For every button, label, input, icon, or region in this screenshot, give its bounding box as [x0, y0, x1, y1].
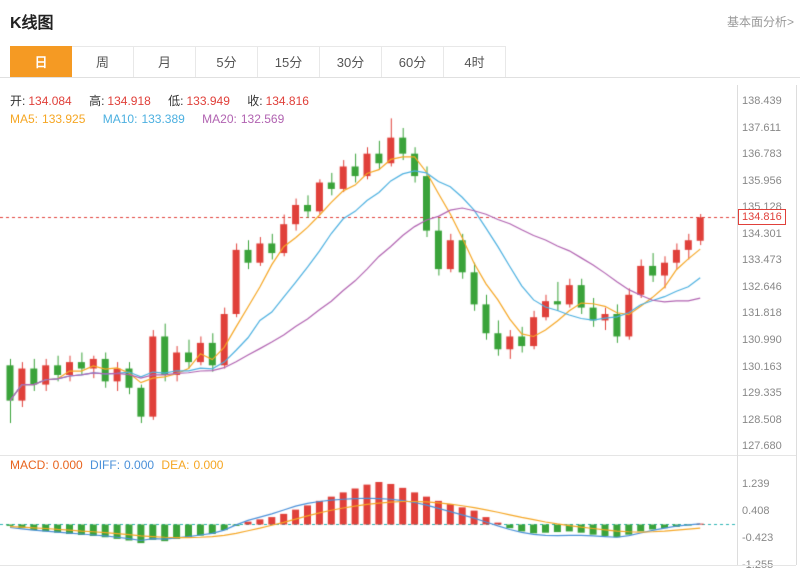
y-axis-tick: 137.611: [742, 121, 781, 134]
y-axis-tick: 130.163: [742, 360, 782, 373]
y-axis-tick: 134.301: [742, 227, 782, 240]
bottom-border: [0, 565, 796, 566]
tab-7[interactable]: 60分: [382, 46, 444, 77]
macd-label: MACD:: [10, 458, 49, 472]
tab-8[interactable]: 4时: [444, 46, 506, 77]
open-value: 134.084: [28, 94, 72, 108]
macd-info-row: MACD: 0.000 DIFF: 0.000 DEA: 0.000: [10, 458, 227, 472]
panel-divider: [0, 455, 796, 456]
y-axis-tick: 1.239: [742, 477, 770, 490]
tab-3[interactable]: 月: [134, 46, 196, 77]
ma20-value: 132.569: [240, 112, 285, 126]
tab-bar: 日周月 5分 15分 30分 60分 4时: [0, 46, 800, 78]
dea-value: 0.000: [193, 458, 224, 472]
y-axis-tick: 133.473: [742, 254, 782, 267]
y-axis-tick: 136.783: [742, 148, 782, 161]
ma5-value: 133.925: [42, 112, 86, 126]
high-label: 高:: [89, 94, 105, 108]
ohlc-info-row: 开: 134.084 高: 134.918 低: 133.949 收: 134.816: [10, 92, 323, 109]
tab-2[interactable]: 周: [72, 46, 134, 77]
macd-chart[interactable]: [0, 472, 737, 572]
y-axis-tick: 132.646: [742, 280, 782, 293]
y-axis-tick: -0.423: [742, 532, 774, 544]
ma10-label: MA10:: [102, 112, 138, 126]
y-axis-tick: 138.439: [742, 95, 782, 108]
fundamental-analysis-link[interactable]: 基本面分析>: [726, 15, 794, 29]
diff-label: DIFF:: [90, 458, 121, 472]
low-value: 133.949: [186, 94, 230, 108]
tab-1[interactable]: 日: [10, 46, 72, 77]
axis-border-right: [796, 85, 797, 565]
y-axis-tick: 131.818: [742, 307, 782, 320]
y-axis-tick: 130.990: [742, 333, 782, 346]
ma5-label: MA5:: [10, 112, 39, 126]
y-axis-tick: 127.680: [742, 440, 782, 453]
ma20-label: MA20:: [202, 112, 237, 126]
close-value: 134.816: [265, 94, 309, 108]
page-title: K线图: [10, 15, 54, 32]
diff-value: 0.000: [124, 458, 155, 472]
y-axis-tick: 0.408: [742, 504, 770, 517]
y-axis-tick: 129.335: [742, 387, 782, 400]
last-price-tag: 134.816: [738, 209, 786, 226]
tab-6[interactable]: 30分: [320, 46, 382, 77]
axis-border-left: [737, 85, 738, 565]
tab-4[interactable]: 5分: [196, 46, 258, 77]
high-value: 134.918: [107, 94, 151, 108]
ma10-value: 133.389: [141, 112, 185, 126]
macd-value: 0.000: [52, 458, 83, 472]
tab-5[interactable]: 15分: [258, 46, 320, 77]
open-label: 开:: [10, 94, 26, 108]
ma-info-row: MA5: 133.925 MA10: 133.389 MA20: 132.569: [10, 112, 288, 126]
dea-label: DEA:: [161, 458, 190, 472]
candlestick-chart[interactable]: [0, 94, 737, 450]
y-axis-tick: 128.508: [742, 413, 782, 426]
low-label: 低:: [168, 94, 184, 108]
y-axis-tick: 135.956: [742, 174, 782, 187]
close-label: 收:: [247, 94, 263, 108]
